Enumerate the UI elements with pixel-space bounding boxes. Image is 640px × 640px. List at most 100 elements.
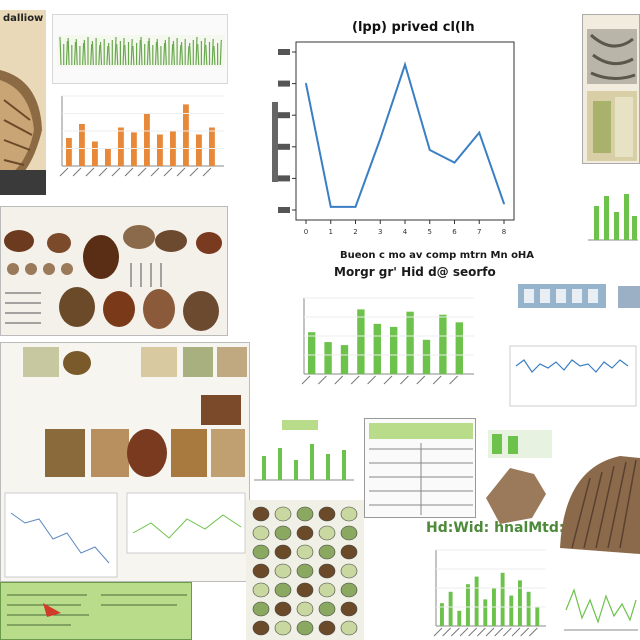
y-tick-label: [278, 112, 290, 119]
bar: [474, 576, 479, 626]
shell-cell: [340, 620, 358, 636]
bottom-right-chart-panel: [560, 560, 640, 640]
green-bar-chart: [301, 297, 474, 385]
bar: [466, 584, 470, 626]
bar: [196, 134, 202, 166]
x-tick-label: 6: [452, 228, 457, 236]
bar: [406, 311, 414, 374]
data-point: [453, 161, 456, 164]
data-point: [305, 82, 307, 85]
data-point: [428, 149, 431, 151]
orange-bar-chart-panel: [52, 90, 228, 180]
data-point: [404, 63, 406, 66]
wave-chart: [509, 284, 640, 407]
shell-cell: [318, 563, 336, 579]
green-note-panel: [0, 582, 192, 640]
shell-cell: [340, 544, 358, 560]
shell-cell: [274, 506, 292, 522]
horse-shell-image: [486, 430, 640, 554]
shell-cell: [274, 525, 292, 541]
shell-cell: [274, 601, 292, 617]
bar: [66, 138, 72, 166]
orange-bar-chart: [59, 95, 224, 177]
x-tick-label: 5: [428, 228, 432, 236]
x-tick-label: 7: [477, 228, 481, 236]
green-bar-chart-panel: [294, 288, 478, 388]
bar: [183, 104, 189, 166]
right-green-chart-panel: [584, 176, 640, 246]
shell-cell: [340, 601, 358, 617]
bar: [209, 127, 215, 166]
data-point: [379, 138, 382, 140]
shell-cell: [318, 525, 336, 541]
shell-cell: [274, 563, 292, 579]
shell-cell: [274, 544, 292, 560]
shell-cell: [318, 601, 336, 617]
data-point: [503, 202, 505, 205]
bar: [92, 141, 98, 166]
small-chart-panel: [248, 420, 360, 494]
shell-cell: [340, 525, 358, 541]
photo-grid-panel: [0, 342, 250, 582]
green-banner: Hd:Wid: hnalMtd:Pid: [426, 520, 590, 536]
bar: [422, 339, 431, 374]
series-line: [305, 61, 505, 208]
shell-cell: [318, 506, 336, 522]
shell-cell: [252, 563, 270, 579]
x-tick-label: 3: [378, 228, 382, 236]
right-green-chart: [588, 194, 638, 241]
y-tick-label: [278, 143, 290, 150]
bar: [500, 572, 505, 626]
shell-cell: [296, 582, 314, 598]
y-tick-label: [278, 207, 290, 213]
shell-cell: [296, 525, 314, 541]
horse-shell-panel: [480, 428, 640, 558]
shell-cell: [252, 620, 270, 636]
bar: [440, 603, 444, 626]
shell-grid-image: [252, 506, 358, 636]
top-left-caption: dalliow: [3, 13, 44, 24]
main-chart-title: (lpp) prived cl(lh: [352, 20, 475, 35]
shell-specimen-panel: dalliow: [0, 10, 46, 195]
bar: [455, 322, 463, 374]
shell-cell: [318, 582, 336, 598]
bar: [526, 591, 531, 626]
data-point: [329, 206, 332, 208]
bar: [308, 332, 316, 374]
bar: [483, 599, 488, 626]
bar: [131, 132, 137, 166]
x-tick-label: 2: [353, 228, 357, 236]
bar: [118, 127, 124, 166]
shell-grid-panel: [246, 500, 364, 640]
shell-cell: [252, 506, 270, 522]
y-axis-label: [272, 102, 278, 182]
bar: [373, 323, 381, 374]
shell-cell: [296, 620, 314, 636]
shell-cell: [318, 620, 336, 636]
brown-shapes-plate: [0, 206, 228, 336]
bar: [535, 607, 540, 626]
grass-strip-panel: [52, 14, 228, 84]
shell-cell: [296, 601, 314, 617]
bar: [448, 591, 453, 626]
y-tick-label: [278, 175, 290, 182]
bar: [457, 610, 462, 626]
main-line-chart: 0 1 2 3 4 5 6 7 8: [272, 41, 515, 236]
y-tick-label: [278, 49, 290, 55]
grass-strip-image: [57, 35, 225, 67]
photo-grid-image: [4, 347, 247, 578]
bar: [390, 326, 398, 374]
bar: [105, 148, 111, 166]
right-specimen-image: [587, 29, 637, 161]
bottom-right-chart: [564, 588, 638, 631]
table-panel: [364, 418, 476, 518]
table-image: [369, 423, 473, 515]
bar: [518, 580, 522, 626]
shell-cell: [252, 601, 270, 617]
bar: [157, 134, 163, 166]
shell-cell: [252, 525, 270, 541]
data-point: [354, 206, 357, 208]
bar: [509, 595, 514, 626]
right-specimen-panel: [582, 14, 640, 164]
x-tick-label: 4: [403, 228, 408, 236]
